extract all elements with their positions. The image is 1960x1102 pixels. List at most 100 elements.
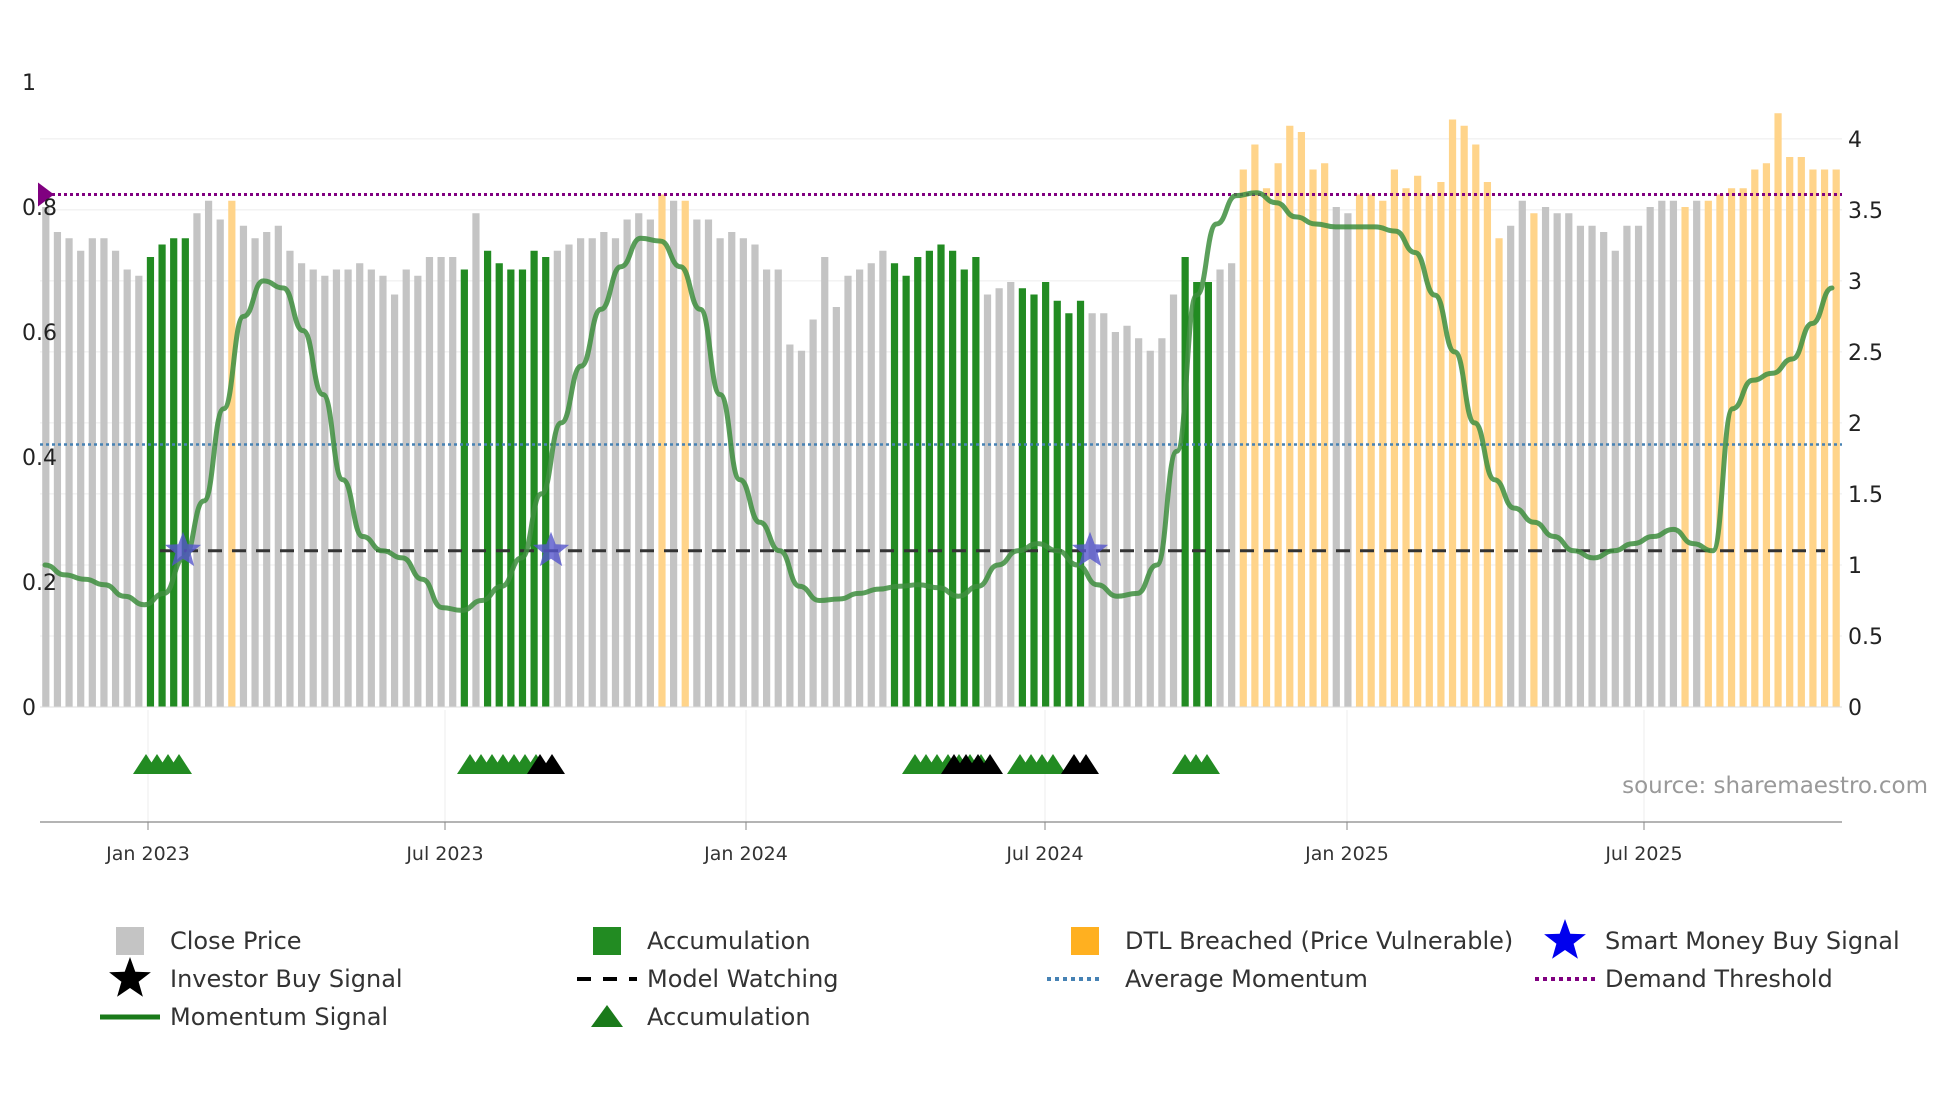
legend-label: Investor Buy Signal xyxy=(170,965,403,993)
bar-gray xyxy=(728,232,736,707)
bar-gray xyxy=(797,350,806,707)
legend-label: Close Price xyxy=(170,927,302,955)
bar-gray xyxy=(844,275,852,707)
bar-gray xyxy=(1007,282,1015,707)
bar-green xyxy=(1076,300,1085,707)
bar-gray xyxy=(472,213,480,707)
bar-gray xyxy=(1169,294,1178,707)
bar-green xyxy=(483,250,492,707)
bar-orange xyxy=(1716,194,1724,707)
left-axis-tick-label: 1 xyxy=(22,71,36,96)
bar-gray xyxy=(1518,200,1526,707)
bar-gray xyxy=(1123,325,1131,707)
bar-green xyxy=(507,269,515,707)
bar-gray xyxy=(216,219,224,707)
bar-gray xyxy=(239,225,248,707)
bar-gray xyxy=(1600,232,1608,707)
bar-gray xyxy=(739,238,747,707)
bar-green xyxy=(1030,294,1038,707)
investor-buy-triangle xyxy=(539,754,565,774)
left-axis-tick-label: 0.6 xyxy=(22,321,57,346)
legend-label: Accumulation xyxy=(647,1003,811,1031)
overlay-lines xyxy=(38,182,1842,553)
bar-gray xyxy=(449,257,457,707)
bar-orange xyxy=(1786,157,1794,707)
smart-money-buy-signal xyxy=(164,531,202,567)
bar-gray xyxy=(53,232,62,707)
bar-orange xyxy=(1309,169,1317,707)
bar-gray xyxy=(1228,263,1236,707)
legend-label: Momentum Signal xyxy=(170,1003,388,1031)
smart-money-buy-signal xyxy=(1071,531,1109,567)
bar-gray xyxy=(402,269,410,707)
bar-gray xyxy=(565,244,573,707)
bar-gray xyxy=(1111,332,1119,707)
bar-green xyxy=(972,257,980,707)
bar-gray xyxy=(1669,200,1678,707)
right-axis-tick-label: 3.5 xyxy=(1848,199,1883,224)
legend-swatch xyxy=(116,927,144,955)
bar-gray xyxy=(193,213,201,707)
demand-threshold-marker xyxy=(38,182,54,207)
legend: Close Price Accumulation DTL Breached (Pri… xyxy=(100,919,1900,1031)
momentum-signal-line xyxy=(42,190,1835,613)
legend-label: Model Watching xyxy=(647,965,839,993)
legend-swatch xyxy=(593,927,621,955)
legend-label: Smart Money Buy Signal xyxy=(1605,927,1900,955)
bar-orange xyxy=(1495,238,1503,707)
bar-gray xyxy=(309,269,317,707)
bar-gray xyxy=(77,250,85,707)
bar-gray xyxy=(577,238,585,707)
bar-orange xyxy=(1832,169,1840,707)
bar-gray xyxy=(856,269,864,707)
bar-orange xyxy=(1820,169,1829,707)
right-axis-tick-label: 0 xyxy=(1848,696,1862,721)
bar-gray xyxy=(1634,225,1643,707)
legend-triangle-icon xyxy=(591,1005,623,1027)
bar-orange xyxy=(1530,213,1538,707)
bar-gray xyxy=(1565,213,1573,707)
smart-money-buy-signal xyxy=(532,531,570,567)
bar-gray xyxy=(1646,207,1654,707)
accumulation-triangle xyxy=(1194,754,1220,774)
left-axis-tick-label: 0 xyxy=(22,696,36,721)
bar-orange xyxy=(1762,163,1771,707)
bar-gray xyxy=(437,257,445,707)
bar-orange xyxy=(1809,169,1817,707)
x-tick-label: Jan 2025 xyxy=(1304,843,1389,865)
bar-gray xyxy=(204,200,213,707)
bar-series xyxy=(42,113,1840,707)
signal-markers xyxy=(133,531,1220,774)
bar-orange xyxy=(1390,169,1399,707)
bar-orange xyxy=(228,200,236,707)
x-tick-label: Jan 2023 xyxy=(105,843,190,865)
bar-green xyxy=(158,244,166,707)
bar-gray xyxy=(425,257,434,707)
bar-gray xyxy=(1541,207,1550,707)
bar-orange xyxy=(658,194,666,707)
accumulation-triangle xyxy=(1040,754,1066,774)
bar-gray xyxy=(1332,207,1340,707)
bar-orange xyxy=(1774,113,1782,707)
momentum-series xyxy=(42,190,1835,613)
bar-orange xyxy=(1367,194,1375,707)
bar-gray xyxy=(716,238,724,707)
bar-gray xyxy=(286,250,294,707)
bar-gray xyxy=(42,207,50,707)
bar-gray xyxy=(763,269,771,707)
bar-green xyxy=(1193,282,1201,707)
bar-green xyxy=(146,257,155,707)
bar-orange xyxy=(681,200,689,707)
bar-gray xyxy=(1576,225,1585,707)
legend-star-icon xyxy=(109,957,151,997)
x-tick-label: Jul 2024 xyxy=(1005,843,1083,865)
legend-label: Accumulation xyxy=(647,927,811,955)
investor-buy-triangle xyxy=(977,754,1003,774)
bar-gray xyxy=(751,244,759,707)
bar-gray xyxy=(297,263,306,707)
bar-gray xyxy=(670,200,678,707)
bar-orange xyxy=(1460,125,1468,707)
bar-gray xyxy=(390,294,399,707)
bar-orange xyxy=(1355,194,1364,707)
